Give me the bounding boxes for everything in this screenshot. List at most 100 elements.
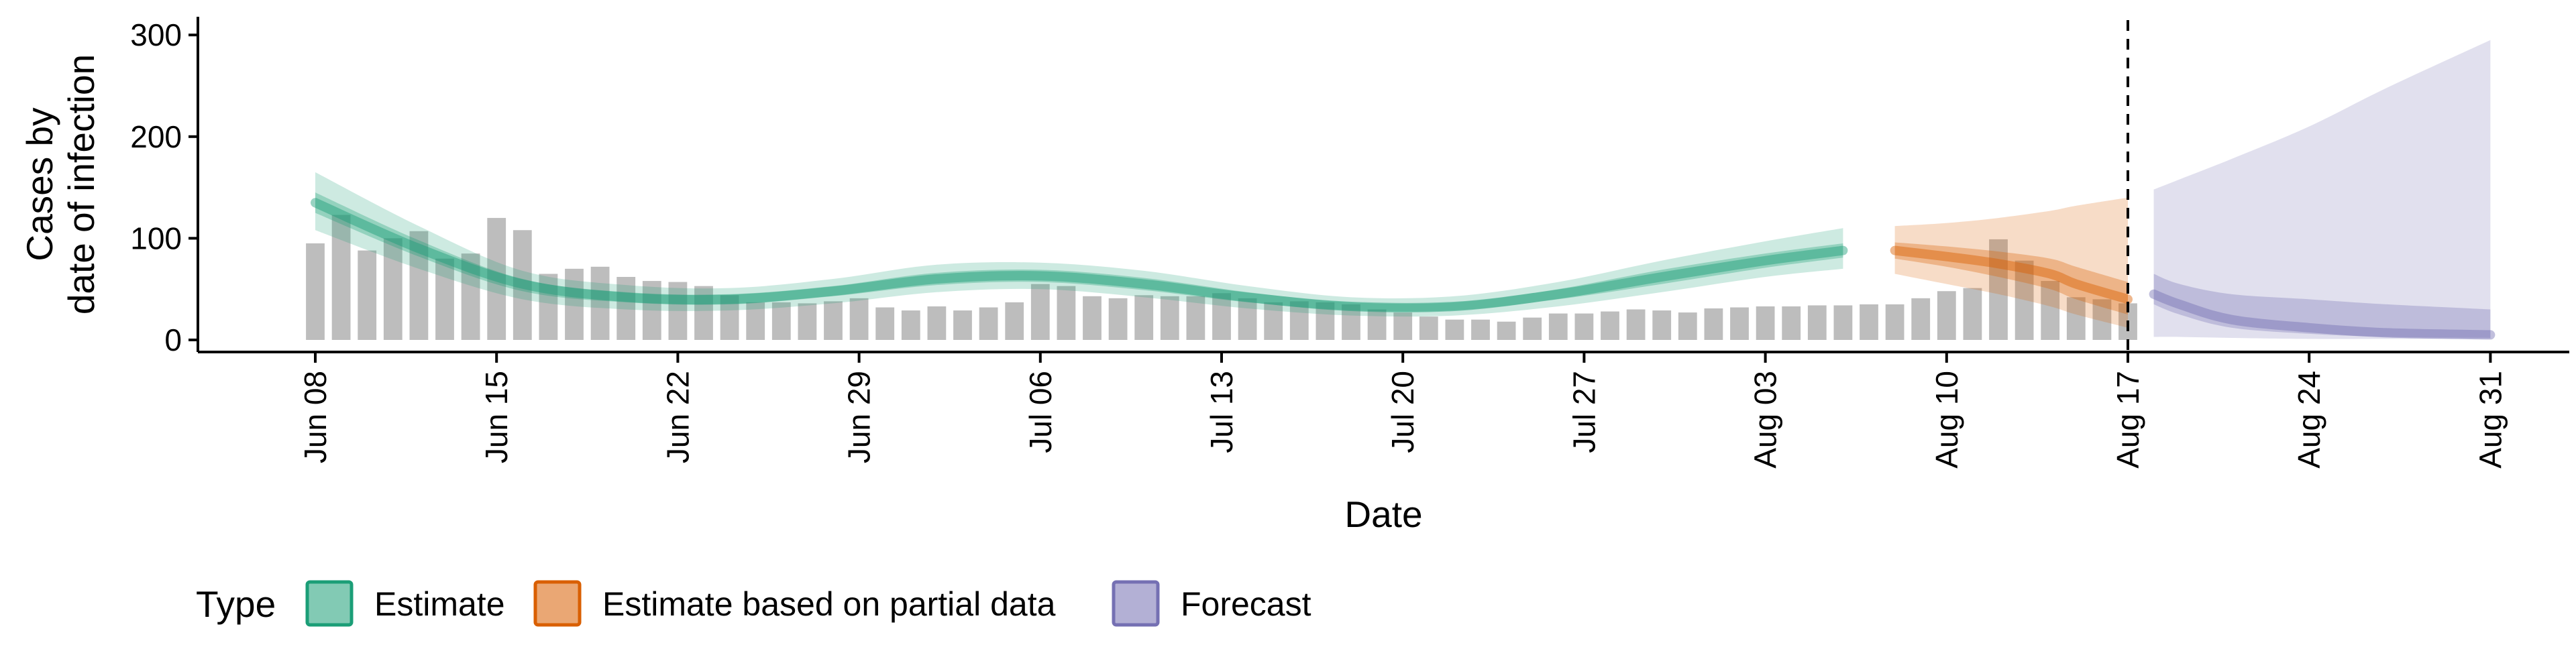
reported-cases-bar: [1730, 307, 1749, 340]
series-estimate: [311, 172, 1848, 317]
reported-cases-bar: [1083, 296, 1102, 340]
reported-cases-bar: [565, 268, 584, 340]
reported-cases-bar: [1782, 306, 1801, 340]
x-tick-label: Aug 10: [1929, 371, 1964, 469]
reported-cases-bar: [616, 277, 636, 340]
reported-cases-bar: [1678, 312, 1697, 340]
reported-cases-bar: [1030, 284, 1050, 340]
reported-cases-bar: [1393, 312, 1413, 340]
y-axis-title-line-1: Cases by: [19, 107, 60, 261]
reported-cases-bar: [513, 230, 532, 340]
axes: 0 100 200 300 Jun 08 Jun 15 Jun 22 Jun 29 Jul 0…: [19, 17, 2569, 535]
median-line: [311, 198, 1848, 312]
reported-cases-bar: [487, 218, 506, 340]
legend-title: Type: [196, 583, 276, 625]
outer-interval-band: [315, 172, 1843, 317]
legend: Type Estimate Estimate based on partial …: [196, 580, 1311, 627]
reported-cases-bar: [668, 282, 688, 340]
legend-key-forecast: [1112, 580, 1160, 627]
reported-cases-bar: [2015, 260, 2034, 340]
x-tick-label: Jul 06: [1023, 371, 1058, 453]
y-tick-label: 200: [130, 119, 182, 154]
reported-cases-bar: [1186, 296, 1205, 340]
legend-label-estimate: Estimate: [374, 585, 505, 623]
reported-cases-bar: [875, 307, 895, 340]
reported-cases-bar: [2066, 297, 2086, 340]
reported-cases-bar: [1652, 310, 1672, 340]
x-tick-label: Jul 13: [1204, 371, 1239, 453]
legend-label-partial: Estimate based on partial data: [602, 585, 1056, 623]
reported-cases-bar: [1523, 317, 1542, 340]
reported-cases-bar: [1911, 298, 1931, 340]
reported-cases-bar: [1626, 309, 1646, 340]
reported-cases-bar: [953, 310, 972, 340]
x-tick-label: Aug 03: [1748, 371, 1783, 469]
x-tick-label: Jun 15: [479, 371, 514, 463]
reported-cases-bar: [1704, 308, 1723, 340]
reported-cases-bar: [979, 307, 998, 340]
reported-cases-bar: [409, 231, 429, 340]
reported-cases-bar: [849, 298, 869, 340]
y-axis-title-line-2: date of infection: [60, 54, 102, 314]
reported-cases-bar: [1860, 304, 1878, 340]
x-tick-label: Jun 29: [842, 371, 877, 463]
median-line: [2149, 289, 2496, 340]
reported-cases-bar: [383, 238, 402, 340]
reported-cases-bar: [1756, 306, 1775, 340]
reported-cases-bar: [1989, 239, 2008, 340]
reported-cases-bar: [771, 302, 791, 340]
x-tick-label: Jun 22: [660, 371, 695, 463]
x-tick-label: Aug 24: [2292, 371, 2326, 469]
reported-cases-bar: [1574, 313, 1594, 340]
y-tick-label: 0: [164, 322, 182, 357]
y-tick-label: 100: [130, 221, 182, 255]
reported-cases-bar: [798, 303, 817, 340]
reported-cases-bar: [824, 301, 843, 340]
reported-cases-bar: [1963, 288, 1982, 340]
x-tick-label: Jul 27: [1566, 371, 1601, 453]
legend-key-partial: [533, 580, 582, 627]
reported-cases-bar: [1005, 302, 1024, 340]
reported-cases-bar: [1212, 293, 1231, 340]
reported-cases-bar: [1160, 296, 1179, 340]
reported-cases-bar: [1419, 316, 1438, 340]
reported-cases-bar: [927, 306, 947, 340]
reported-cases-bar: [2092, 299, 2112, 340]
reported-cases-bars: [306, 215, 2137, 340]
reported-cases-bar: [2041, 281, 2060, 340]
reported-cases-bar: [461, 253, 480, 340]
reported-cases-bar: [901, 310, 920, 340]
reported-cases-bar: [1264, 302, 1283, 340]
reported-cases-bar: [1807, 305, 1827, 340]
legend-key-estimate: [305, 580, 354, 627]
reported-cases-bar: [1289, 301, 1309, 340]
outer-interval-band: [1894, 197, 2128, 328]
reported-cases-bar: [539, 274, 558, 340]
reported-cases-bar: [694, 286, 713, 340]
reported-cases-bar: [1108, 298, 1128, 340]
inner-interval-band: [2153, 274, 2491, 338]
legend-label-forecast: Forecast: [1181, 585, 1311, 623]
y-ticks: 0 100 200 300: [130, 17, 198, 357]
reported-cases-bar: [1601, 311, 1619, 340]
reported-cases-bar: [720, 295, 739, 340]
series-forecast: [2149, 40, 2496, 340]
median-line: [1890, 245, 2133, 304]
x-tick-label: Jun 08: [298, 371, 333, 463]
x-axis-title: Date: [1344, 493, 1422, 535]
reported-cases-bar: [331, 215, 351, 340]
reported-cases-bar: [1548, 313, 1568, 340]
reported-cases-bar: [1316, 302, 1335, 340]
reported-cases-bar: [1134, 295, 1154, 340]
reported-cases-bar: [1471, 319, 1490, 340]
y-tick-label: 300: [130, 17, 182, 52]
series-estimate-based-on-partial-data: [1890, 197, 2133, 328]
estimate-ribbons: [311, 40, 2496, 340]
x-tick-label: Aug 31: [2473, 371, 2508, 469]
reported-cases-bar: [1833, 305, 1853, 340]
inner-interval-band: [1894, 242, 2128, 315]
reported-cases-bar: [1342, 304, 1360, 340]
x-ticks: Jun 08 Jun 15 Jun 22 Jun 29 Jul 06 Jul 13 Jul …: [298, 352, 2508, 469]
